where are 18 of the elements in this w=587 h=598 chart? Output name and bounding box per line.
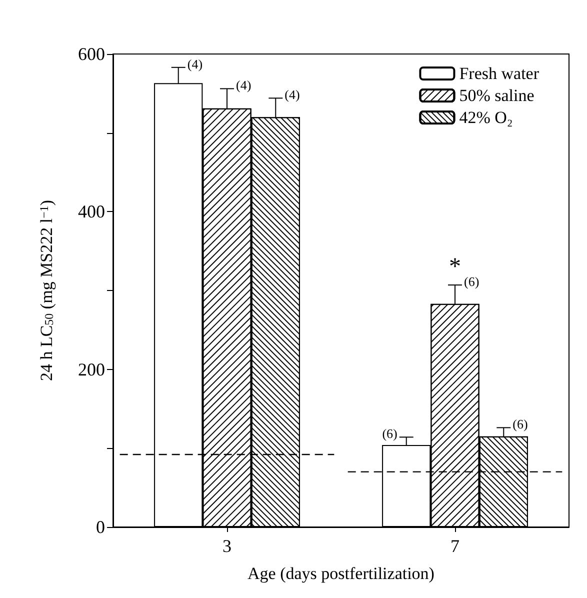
annotation: (6): [382, 426, 398, 442]
legend-label: 42% O₂: [459, 108, 513, 127]
annotation: *: [449, 254, 461, 280]
legend-label: 50% saline: [459, 86, 534, 105]
y-tick-label: 0: [96, 517, 105, 537]
annotation: (6): [464, 274, 480, 289]
annotation: (4): [236, 78, 252, 93]
x-axis-title: Age (days postfertilization): [248, 564, 434, 583]
x-tick-label: 3: [222, 536, 232, 556]
y-tick-label: 400: [78, 202, 105, 222]
y-tick-label: 200: [78, 359, 105, 380]
annotation: (4): [187, 56, 203, 72]
annotation: (4): [284, 87, 300, 102]
y-axis-title: 24 h LC50 (mg MS222 l−1): [37, 200, 56, 382]
y-tick-label: 600: [78, 44, 105, 64]
annotation: (6): [512, 416, 528, 432]
legend-label: Fresh water: [459, 64, 540, 83]
x-tick-label: 7: [450, 536, 460, 556]
